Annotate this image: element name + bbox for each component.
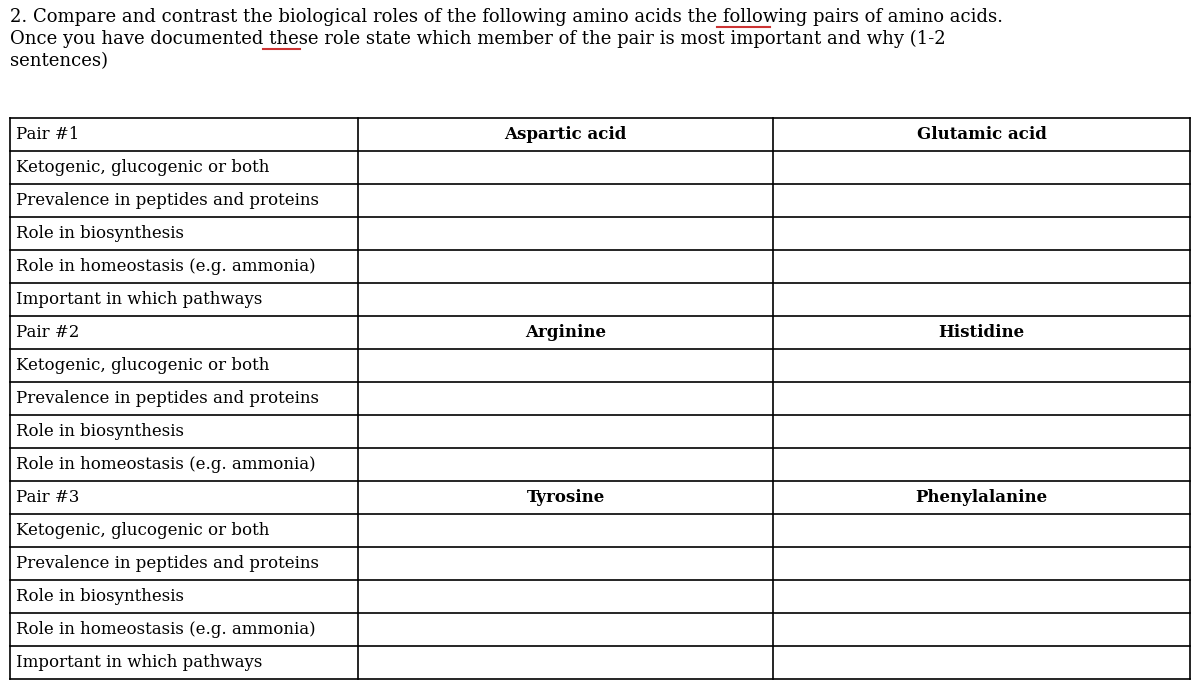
Text: Histidine: Histidine (938, 324, 1025, 341)
Text: Tyrosine: Tyrosine (527, 489, 605, 506)
Text: 2. Compare and contrast the biological roles of the following amino acids the fo: 2. Compare and contrast the biological r… (10, 8, 1003, 26)
Text: Glutamic acid: Glutamic acid (917, 126, 1046, 143)
Text: Ketogenic, glucogenic or both: Ketogenic, glucogenic or both (16, 522, 269, 539)
Text: Once you have documented these role state which member of the pair is most impor: Once you have documented these role stat… (10, 30, 946, 48)
Text: Pair #3: Pair #3 (16, 489, 79, 506)
Text: Role in biosynthesis: Role in biosynthesis (16, 225, 184, 242)
Text: Role in biosynthesis: Role in biosynthesis (16, 423, 184, 440)
Text: Phenylalanine: Phenylalanine (916, 489, 1048, 506)
Text: sentences): sentences) (10, 52, 108, 70)
Text: Ketogenic, glucogenic or both: Ketogenic, glucogenic or both (16, 159, 269, 176)
Text: Role in homeostasis (e.g. ammonia): Role in homeostasis (e.g. ammonia) (16, 621, 316, 638)
Text: Pair #2: Pair #2 (16, 324, 79, 341)
Text: Aspartic acid: Aspartic acid (504, 126, 626, 143)
Text: Important in which pathways: Important in which pathways (16, 654, 263, 671)
Text: Role in biosynthesis: Role in biosynthesis (16, 588, 184, 605)
Text: Role in homeostasis (e.g. ammonia): Role in homeostasis (e.g. ammonia) (16, 456, 316, 473)
Text: Ketogenic, glucogenic or both: Ketogenic, glucogenic or both (16, 357, 269, 374)
Text: Role in homeostasis (e.g. ammonia): Role in homeostasis (e.g. ammonia) (16, 258, 316, 275)
Text: Pair #1: Pair #1 (16, 126, 79, 143)
Text: Prevalence in peptides and proteins: Prevalence in peptides and proteins (16, 192, 319, 209)
Text: Arginine: Arginine (526, 324, 606, 341)
Text: Important in which pathways: Important in which pathways (16, 291, 263, 308)
Text: Prevalence in peptides and proteins: Prevalence in peptides and proteins (16, 390, 319, 407)
Text: Prevalence in peptides and proteins: Prevalence in peptides and proteins (16, 555, 319, 572)
